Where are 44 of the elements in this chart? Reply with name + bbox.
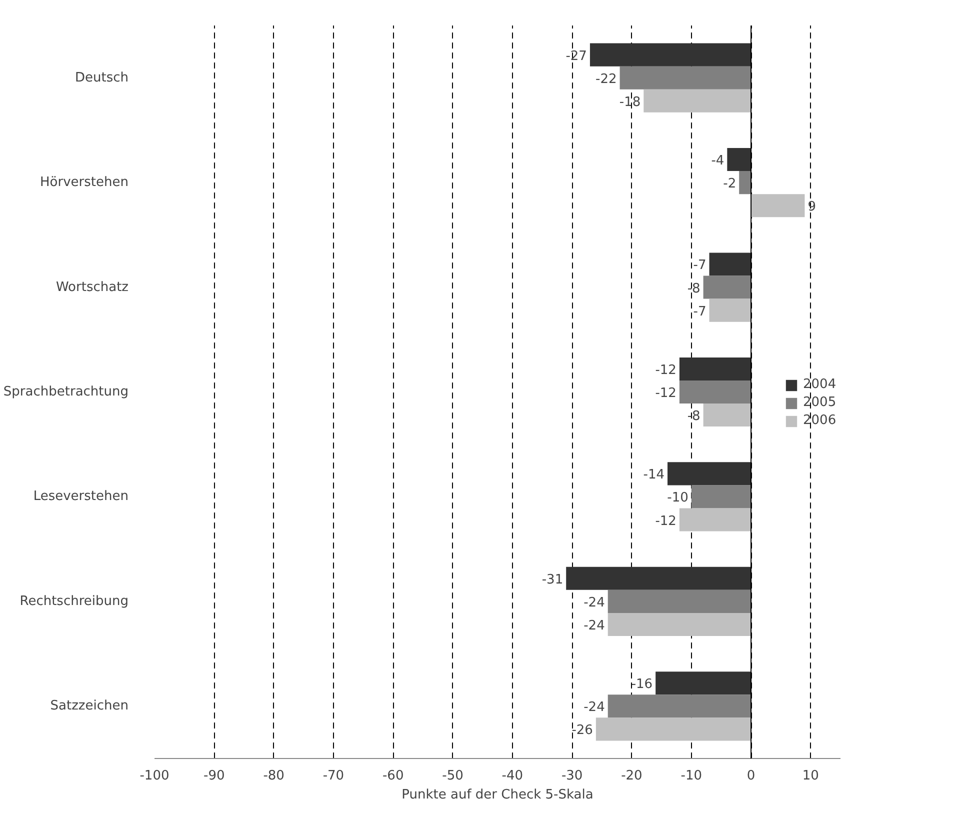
x-tick-label: -40: [502, 768, 524, 784]
data-label: -16: [631, 677, 653, 692]
data-label: -24: [584, 595, 605, 610]
x-tick-label: -60: [382, 768, 404, 784]
data-label: -12: [655, 386, 676, 401]
data-label: -31: [542, 572, 564, 588]
y-tick-label: Rechtschreibung: [20, 594, 129, 609]
data-label: -10: [667, 490, 688, 506]
data-label: -12: [655, 514, 676, 529]
data-label: -8: [687, 281, 700, 296]
data-label: -8: [687, 409, 700, 424]
legend-label: 2005: [803, 395, 838, 410]
x-tick-label: -80: [263, 768, 284, 784]
y-tick-label: Wortschatz: [56, 280, 129, 295]
y-tick-label: Leseverstehen: [33, 489, 129, 504]
x-tick-label: 0: [746, 768, 756, 784]
data-label: 9: [808, 200, 816, 215]
data-label: -18: [619, 94, 641, 110]
x-axis-title: Punkte auf der Check 5-Skala: [402, 788, 594, 802]
data-label: -12: [655, 362, 676, 378]
x-tick-label: -20: [621, 768, 642, 784]
x-tick-label: -30: [561, 768, 583, 784]
data-label: -2: [723, 176, 736, 192]
legend-label: 2006: [803, 413, 838, 428]
legend-label: 2004: [803, 377, 838, 392]
data-label: -24: [584, 700, 605, 716]
data-label: -7: [693, 258, 706, 274]
data-label: -26: [572, 723, 593, 738]
x-tick-label: -50: [442, 768, 464, 784]
data-label: -4: [711, 154, 724, 169]
data-label: -14: [643, 468, 665, 483]
x-tick-label: -10: [680, 768, 702, 784]
data-label: -24: [584, 618, 605, 634]
x-tick-label: -70: [322, 768, 344, 784]
y-tick-label: Deutsch: [74, 70, 129, 86]
y-tick-label: Satzzeichen: [50, 698, 129, 714]
y-tick-label: Sprachbetrachtung: [3, 384, 129, 400]
x-tick-label: 10: [802, 768, 819, 784]
x-tick-label: -90: [204, 768, 225, 784]
y-tick-label: Hörverstehen: [40, 175, 129, 190]
data-label: -27: [566, 48, 587, 64]
data-label: -22: [596, 72, 617, 87]
x-tick-label: -100: [140, 768, 170, 784]
data-label: -7: [693, 304, 706, 320]
